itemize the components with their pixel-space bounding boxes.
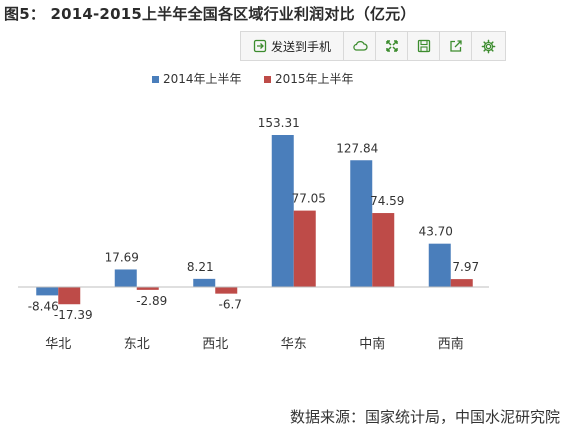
figure-title: 图5： 2014-2015上半年全国各区域行业利润对比（亿元） (4, 5, 416, 23)
bar-1-4 (372, 213, 395, 287)
data-source-note: 数据来源：国家统计局，中国水泥研究院 (289, 408, 560, 426)
category-label-2: 西北 (202, 337, 228, 352)
cloud-icon (352, 39, 368, 53)
bar-1-0 (58, 287, 81, 305)
bar-1-3 (293, 210, 316, 287)
data-label-1-4: 74.59 (370, 194, 404, 208)
expand-icon (385, 39, 399, 53)
legend-label-0: 2014年上半年 (163, 72, 242, 86)
data-label-1-2: -6.7 (219, 298, 242, 312)
bar-1-1 (136, 287, 159, 290)
data-label-0-5: 43.70 (419, 225, 453, 239)
legend-swatch-1 (264, 76, 271, 83)
category-label-0: 华北 (45, 337, 71, 352)
chart-toolbar: 发送到手机 (240, 31, 506, 61)
legend-label-1: 2015年上半年 (275, 72, 354, 86)
data-label-1-3: 77.05 (292, 192, 326, 206)
data-label-0-0: -8.46 (28, 299, 59, 313)
data-label-0-2: 8.21 (187, 260, 214, 274)
fullscreen-button[interactable] (376, 32, 408, 60)
bar-chart: 2014年上半年 2015年上半年 -8.46-17.39 华北 17.69 -2.89 东… (18, 72, 489, 352)
bar-0-1 (114, 269, 137, 287)
send-to-phone-button[interactable]: 发送到手机 (241, 32, 344, 60)
settings-button[interactable] (472, 32, 504, 60)
category-label-4: 中南 (359, 336, 385, 352)
category-label-5: 西南 (438, 336, 464, 352)
data-label-0-1: 17.69 (105, 250, 139, 264)
cloud-button[interactable] (344, 32, 376, 60)
bar-0-0 (36, 287, 59, 296)
data-label-1-0: -17.39 (54, 308, 93, 322)
save-button[interactable] (408, 32, 440, 60)
send-to-phone-label: 发送到手机 (270, 39, 331, 54)
bar-1-2 (215, 287, 238, 294)
share-icon (449, 39, 463, 53)
category-label-3: 华东 (281, 337, 307, 352)
send-phone-icon (253, 39, 267, 53)
bar-0-2 (193, 278, 216, 287)
category-label-1: 东北 (124, 337, 150, 352)
save-icon (417, 39, 431, 53)
data-label-1-5: 7.97 (452, 260, 479, 274)
share-button[interactable] (440, 32, 472, 60)
data-label-0-3: 153.31 (258, 116, 300, 130)
bar-1-5 (450, 279, 473, 287)
legend-swatch-0 (152, 76, 159, 83)
bar-0-4 (350, 160, 373, 287)
settings-icon (481, 39, 496, 54)
bar-0-5 (428, 243, 451, 287)
data-label-1-1: -2.89 (136, 294, 167, 308)
data-label-0-4: 127.84 (336, 141, 378, 155)
bar-0-3 (271, 135, 294, 287)
